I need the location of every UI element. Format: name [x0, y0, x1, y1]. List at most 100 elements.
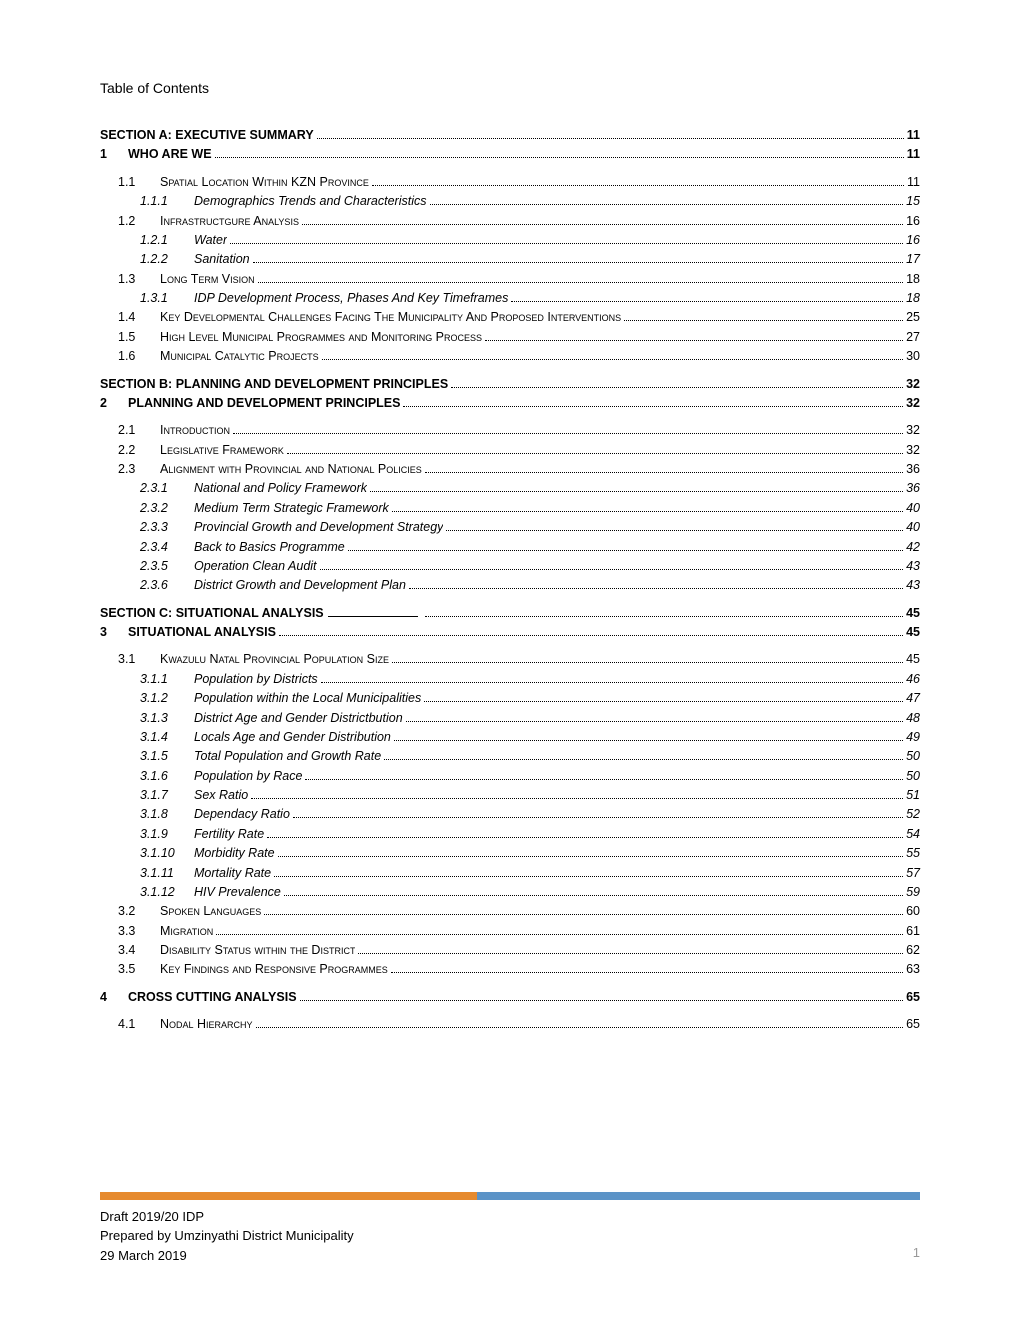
- toc-entry-page: 27: [906, 328, 920, 347]
- toc-entry: 3.1.7Sex Ratio51: [100, 786, 920, 805]
- toc-dots: [430, 204, 904, 205]
- toc-entry-number: 2.3: [118, 460, 160, 479]
- toc-dots: [279, 635, 903, 636]
- toc-entry-text: Demographics Trends and Characteristics: [194, 192, 427, 211]
- toc-entry-number: 2.3.2: [140, 499, 194, 518]
- toc-entry: 3.1.10Morbidity Rate55: [100, 844, 920, 863]
- toc-entry-page: 36: [906, 479, 920, 498]
- toc-entry-text: WHO ARE WE: [128, 145, 212, 164]
- toc-dots: [403, 406, 903, 407]
- toc-entry-text: Spoken Languages: [160, 902, 261, 921]
- toc-entry-text: Migration: [160, 922, 213, 941]
- toc-dots: [258, 282, 903, 283]
- toc-entry-number: 2.2: [118, 441, 160, 460]
- toc-entry-text: Infrastructgure Analysis: [160, 212, 299, 231]
- toc-entry-text: Legislative Framework: [160, 441, 284, 460]
- toc-entry-number: 3.4: [118, 941, 160, 960]
- toc-entry: 3.1.6Population by Race50: [100, 767, 920, 786]
- toc-dots: [511, 301, 903, 302]
- toc-entry-text: Long Term Vision: [160, 270, 255, 289]
- toc-entry-page: 32: [906, 394, 920, 413]
- toc-entry-text: National and Policy Framework: [194, 479, 367, 498]
- toc-dots: [406, 721, 903, 722]
- toc-dots: [394, 740, 903, 741]
- toc-spacer: [100, 980, 920, 988]
- toc-entry-number: 1.1.1: [140, 192, 194, 211]
- toc-dots: [425, 616, 903, 617]
- toc-entry: 3.1.8Dependacy Ratio52: [100, 805, 920, 824]
- toc-entry-text: SECTION C: SITUATIONAL ANALYSIS: [100, 604, 324, 623]
- toc-underline-gap: [328, 616, 418, 617]
- toc-entry-page: 61: [906, 922, 920, 941]
- toc-dots: [233, 433, 903, 434]
- toc-entry-text: Disability Status within the District: [160, 941, 355, 960]
- toc-entry: 3.1.5Total Population and Growth Rate50: [100, 747, 920, 766]
- toc-entry-page: 55: [906, 844, 920, 863]
- toc-entry: 1.3.1IDP Development Process, Phases And…: [100, 289, 920, 308]
- toc-entry-text: Introduction: [160, 421, 230, 440]
- toc-entry-number: 3.1.8: [140, 805, 194, 824]
- toc-dots: [321, 682, 903, 683]
- toc-dots: [348, 550, 903, 551]
- toc-dots: [451, 387, 903, 388]
- toc-entry-text: Nodal Hierarchy: [160, 1015, 253, 1034]
- toc-entry-number: 1.3.1: [140, 289, 194, 308]
- toc-entry-text: Dependacy Ratio: [194, 805, 290, 824]
- toc-entry: 2PLANNING AND DEVELOPMENT PRINCIPLES32: [100, 394, 920, 413]
- toc-entry-text: High Level Municipal Programmes and Moni…: [160, 328, 482, 347]
- toc-entry-number: 2.3.1: [140, 479, 194, 498]
- toc-entry-number: 3.1.1: [140, 670, 194, 689]
- toc-entry: 1.6Municipal Catalytic Projects30: [100, 347, 920, 366]
- toc-entry: 3.1.11Mortality Rate57: [100, 864, 920, 883]
- toc-entry-text: SITUATIONAL ANALYSIS: [128, 623, 276, 642]
- toc-entry-number: 1.3: [118, 270, 160, 289]
- toc-entry-text: District Age and Gender Districtbution: [194, 709, 403, 728]
- toc-entry-text: Population by Race: [194, 767, 302, 786]
- toc-entry-number: 1.2.2: [140, 250, 194, 269]
- footer-text: Draft 2019/20 IDP Prepared by Umzinyathi…: [100, 1207, 354, 1266]
- toc-entry-page: 32: [906, 421, 920, 440]
- toc-entry: 1.5High Level Municipal Programmes and M…: [100, 328, 920, 347]
- toc-entry-page: 40: [906, 499, 920, 518]
- toc-entry-page: 42: [906, 538, 920, 557]
- toc-entry-page: 54: [906, 825, 920, 844]
- toc-spacer: [100, 1007, 920, 1015]
- toc-entry: 4.1Nodal Hierarchy65: [100, 1015, 920, 1034]
- toc-entry: 2.3Alignment with Provincial and Nationa…: [100, 460, 920, 479]
- toc-dots: [284, 895, 903, 896]
- toc-spacer: [100, 596, 920, 604]
- toc-entry-page: 43: [906, 557, 920, 576]
- toc-dots: [256, 1027, 904, 1028]
- toc-entry: 3.1.12HIV Prevalence59: [100, 883, 920, 902]
- toc-entry-page: 32: [906, 441, 920, 460]
- toc-dots: [320, 569, 904, 570]
- toc-entry-page: 16: [906, 231, 920, 250]
- footer-line3: 29 March 2019: [100, 1246, 354, 1266]
- toc-entry-page: 45: [906, 604, 920, 623]
- toc-dots: [215, 157, 904, 158]
- footer-line2: Prepared by Umzinyathi District Municipa…: [100, 1226, 354, 1246]
- toc-entry-page: 57: [906, 864, 920, 883]
- toc-entry-number: 3.2: [118, 902, 160, 921]
- toc-entry-text: Morbidity Rate: [194, 844, 275, 863]
- toc-entry-number: 3.1.4: [140, 728, 194, 747]
- footer-bar-blue: [477, 1192, 920, 1200]
- footer-line1: Draft 2019/20 IDP: [100, 1207, 354, 1227]
- page-number: 1: [913, 1245, 920, 1260]
- toc-entry-number: 1.2: [118, 212, 160, 231]
- toc-entry: 1.4Key Developmental Challenges Facing T…: [100, 308, 920, 327]
- toc-dots: [392, 511, 903, 512]
- toc-entry-number: 3.1.6: [140, 767, 194, 786]
- toc-entry-number: 2.3.4: [140, 538, 194, 557]
- toc-entry: 2.3.1National and Policy Framework 36: [100, 479, 920, 498]
- toc-dots: [216, 934, 903, 935]
- toc-entry: 1WHO ARE WE11: [100, 145, 920, 164]
- toc-entry-page: 11: [907, 126, 920, 145]
- toc-dots: [317, 138, 904, 139]
- toc-entry: 2.1Introduction32: [100, 421, 920, 440]
- toc-entry-text: Provincial Growth and Development Strate…: [194, 518, 443, 537]
- toc-entry-number: 3.1.12: [140, 883, 194, 902]
- toc-entry-number: 3.1: [118, 650, 160, 669]
- toc-entry-text: Water: [194, 231, 227, 250]
- toc-title: Table of Contents: [100, 80, 920, 96]
